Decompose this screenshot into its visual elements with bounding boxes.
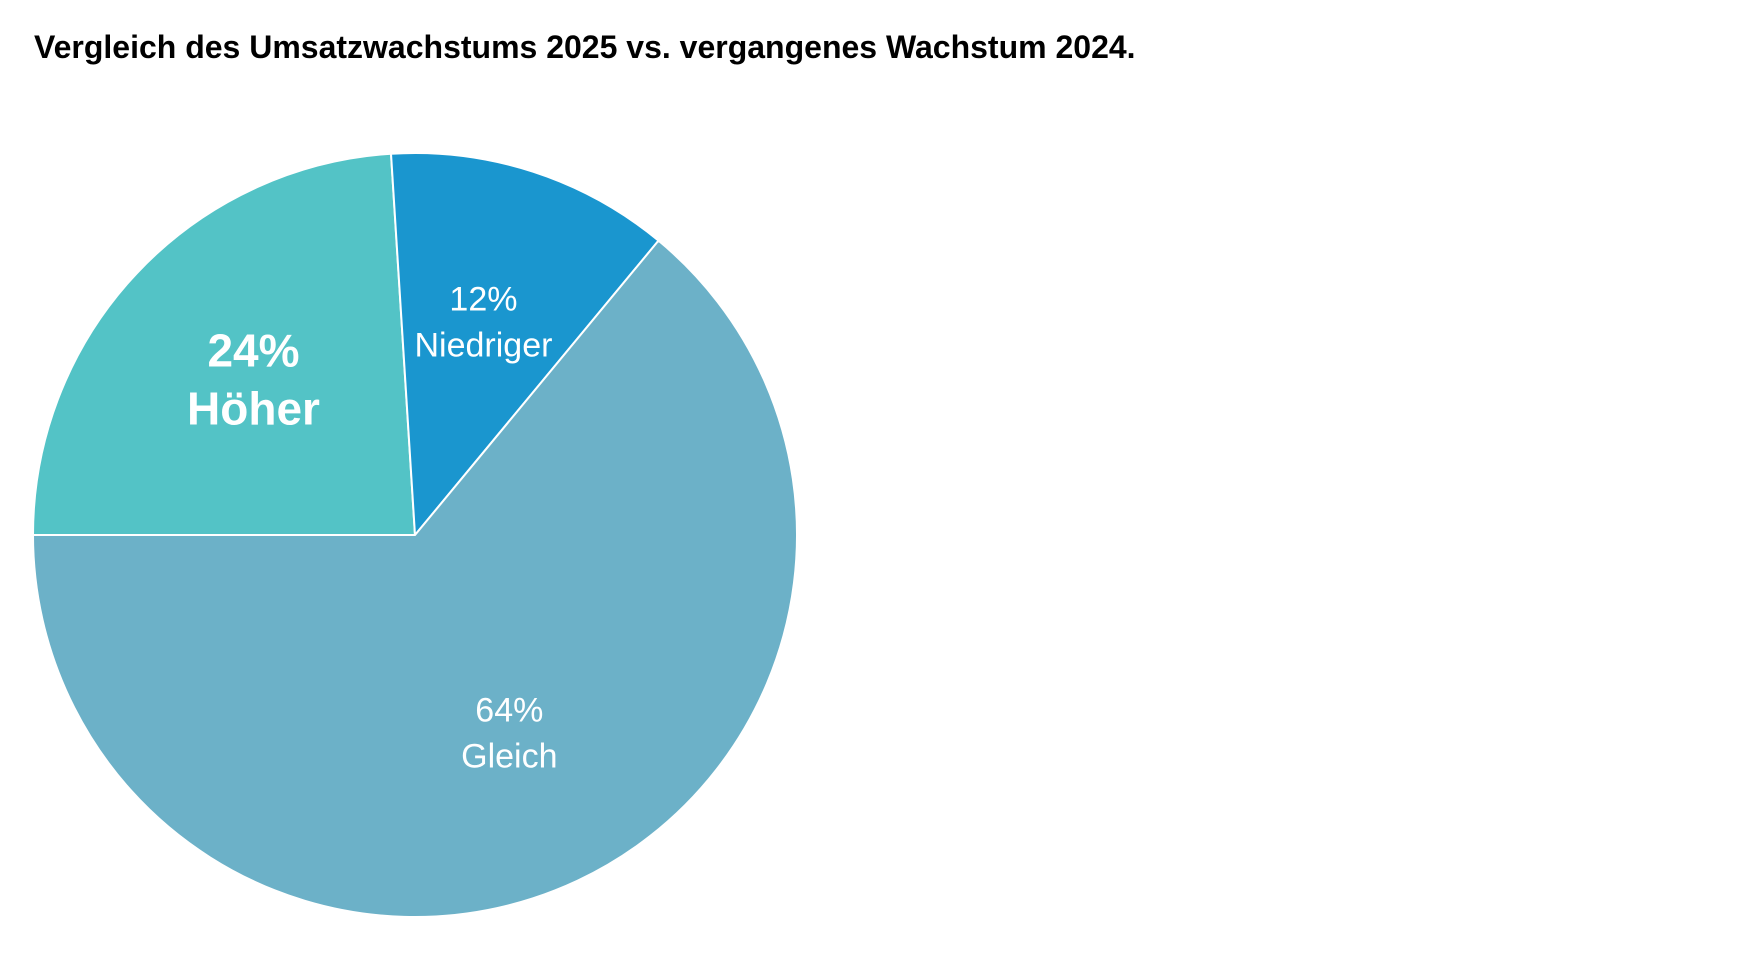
pie-slice: [31, 152, 417, 536]
pie-slice: [389, 152, 660, 538]
value-label: 64%: [475, 691, 543, 729]
category-label: Gleich: [461, 737, 557, 775]
pie-slice: [31, 239, 798, 918]
chart-title: Vergleich des Umsatzwachstums 2025 vs. v…: [34, 29, 1136, 65]
value-label: 12%: [449, 280, 517, 318]
category-label: Niedriger: [414, 326, 552, 364]
value-label: 24%: [207, 324, 299, 376]
category-label: Höher: [187, 382, 320, 434]
